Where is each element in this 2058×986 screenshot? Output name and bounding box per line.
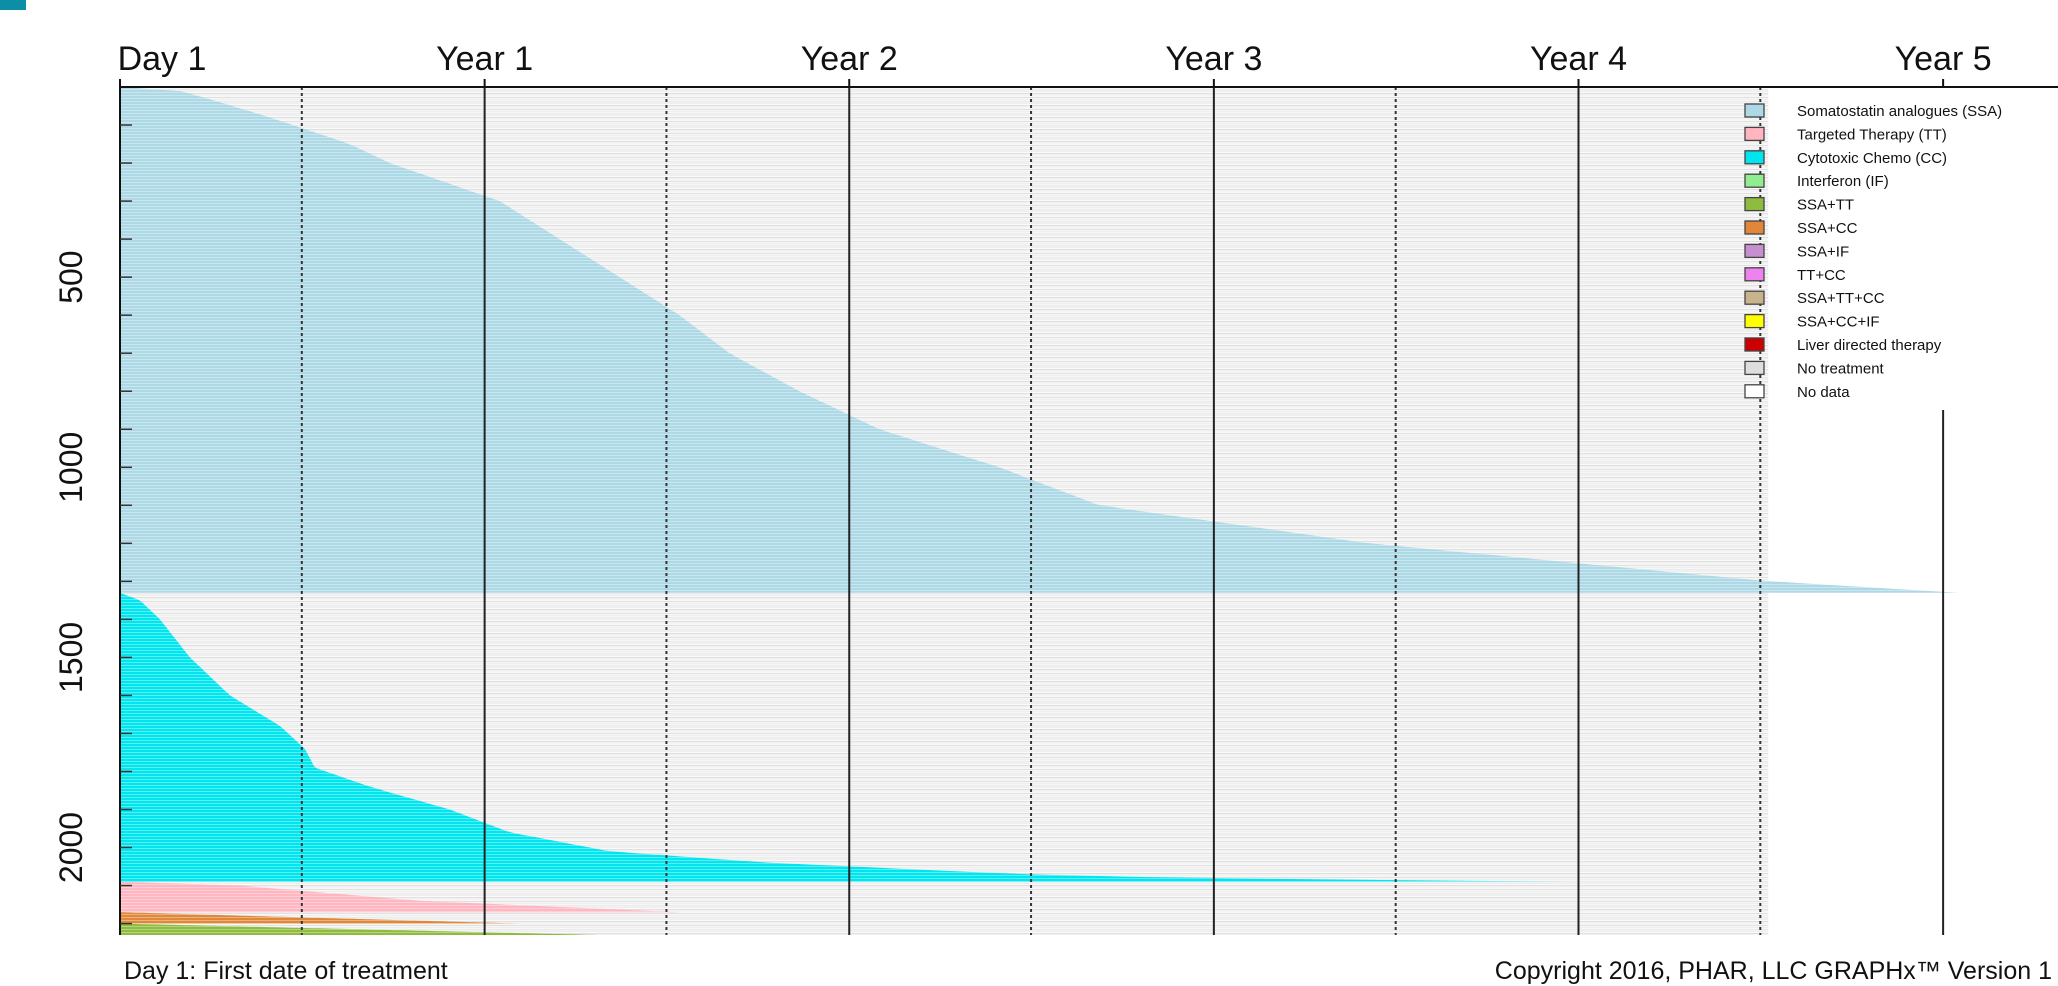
legend-swatch [1744, 290, 1765, 305]
legend-label: SSA+TT [1797, 197, 1854, 214]
legend-label: Interferon (IF) [1797, 173, 1889, 190]
gridlines [300, 87, 1945, 935]
y-tick-label: 1500 [53, 622, 89, 693]
legend-swatch [1744, 313, 1765, 329]
legend-swatch [1744, 196, 1765, 212]
legend-label: TT+CC [1797, 267, 1846, 284]
copyright-text: Copyright 2016, PHAR, LLC GRAPHx™ Versio… [1494, 957, 2052, 985]
legend-label: Cytotoxic Chemo (CC) [1797, 150, 1947, 167]
legend-swatch [1744, 384, 1765, 399]
chart-legend: Somatostatin analogues (SSA) Targeted The… [1744, 103, 2002, 401]
legend-swatch [1744, 126, 1765, 142]
legend-label: No data [1797, 384, 1850, 401]
legend-label: SSA+IF [1797, 243, 1849, 260]
header-accent-mark [0, 0, 26, 10]
x-tick-label: Year 4 [1530, 40, 1627, 78]
legend-swatch [1744, 150, 1765, 165]
y-axis-tick-labels: 500 1000 1500 2000 [53, 250, 89, 883]
legend-label: No treatment [1797, 360, 1885, 377]
legend-swatch [1744, 243, 1765, 259]
x-tick-label: Year 3 [1165, 40, 1262, 78]
legend-label: Somatostatin analogues (SSA) [1797, 103, 2002, 120]
footnote-text: Day 1: First date of treatment [124, 957, 448, 985]
legend-swatch [1744, 103, 1765, 118]
y-tick-label: 1000 [53, 432, 89, 503]
treatment-timeline-chart: Day 1 Year 1 Year 2 Year 3 Year 4 Year 5 500 1… [53, 40, 2058, 935]
x-axis-tick-labels: Day 1 Year 1 Year 2 Year 3 Year 4 Year 5 [118, 40, 1992, 78]
legend-label: Liver directed therapy [1797, 337, 1942, 354]
patient-row-stripes [120, 87, 2058, 935]
axes [119, 79, 2058, 935]
legend-label: SSA+CC+IF [1797, 314, 1880, 331]
legend-swatch [1744, 267, 1765, 282]
legend-swatch [1744, 337, 1765, 352]
x-tick-label: Day 1 [118, 40, 207, 78]
row-stripes [120, 87, 2058, 935]
legend-swatch [1744, 173, 1765, 188]
x-tick-label: Year 2 [801, 40, 898, 78]
legend-label: Targeted Therapy (TT) [1797, 126, 1947, 143]
legend-label: SSA+TT+CC [1797, 290, 1885, 307]
y-tick-label: 2000 [53, 812, 89, 883]
legend-label: SSA+CC [1797, 220, 1858, 237]
x-tick-label: Year 1 [436, 40, 533, 78]
x-tick-label: Year 5 [1895, 40, 1992, 78]
legend-swatch [1744, 220, 1765, 235]
legend-swatch [1744, 360, 1765, 376]
y-tick-label: 500 [53, 250, 89, 303]
